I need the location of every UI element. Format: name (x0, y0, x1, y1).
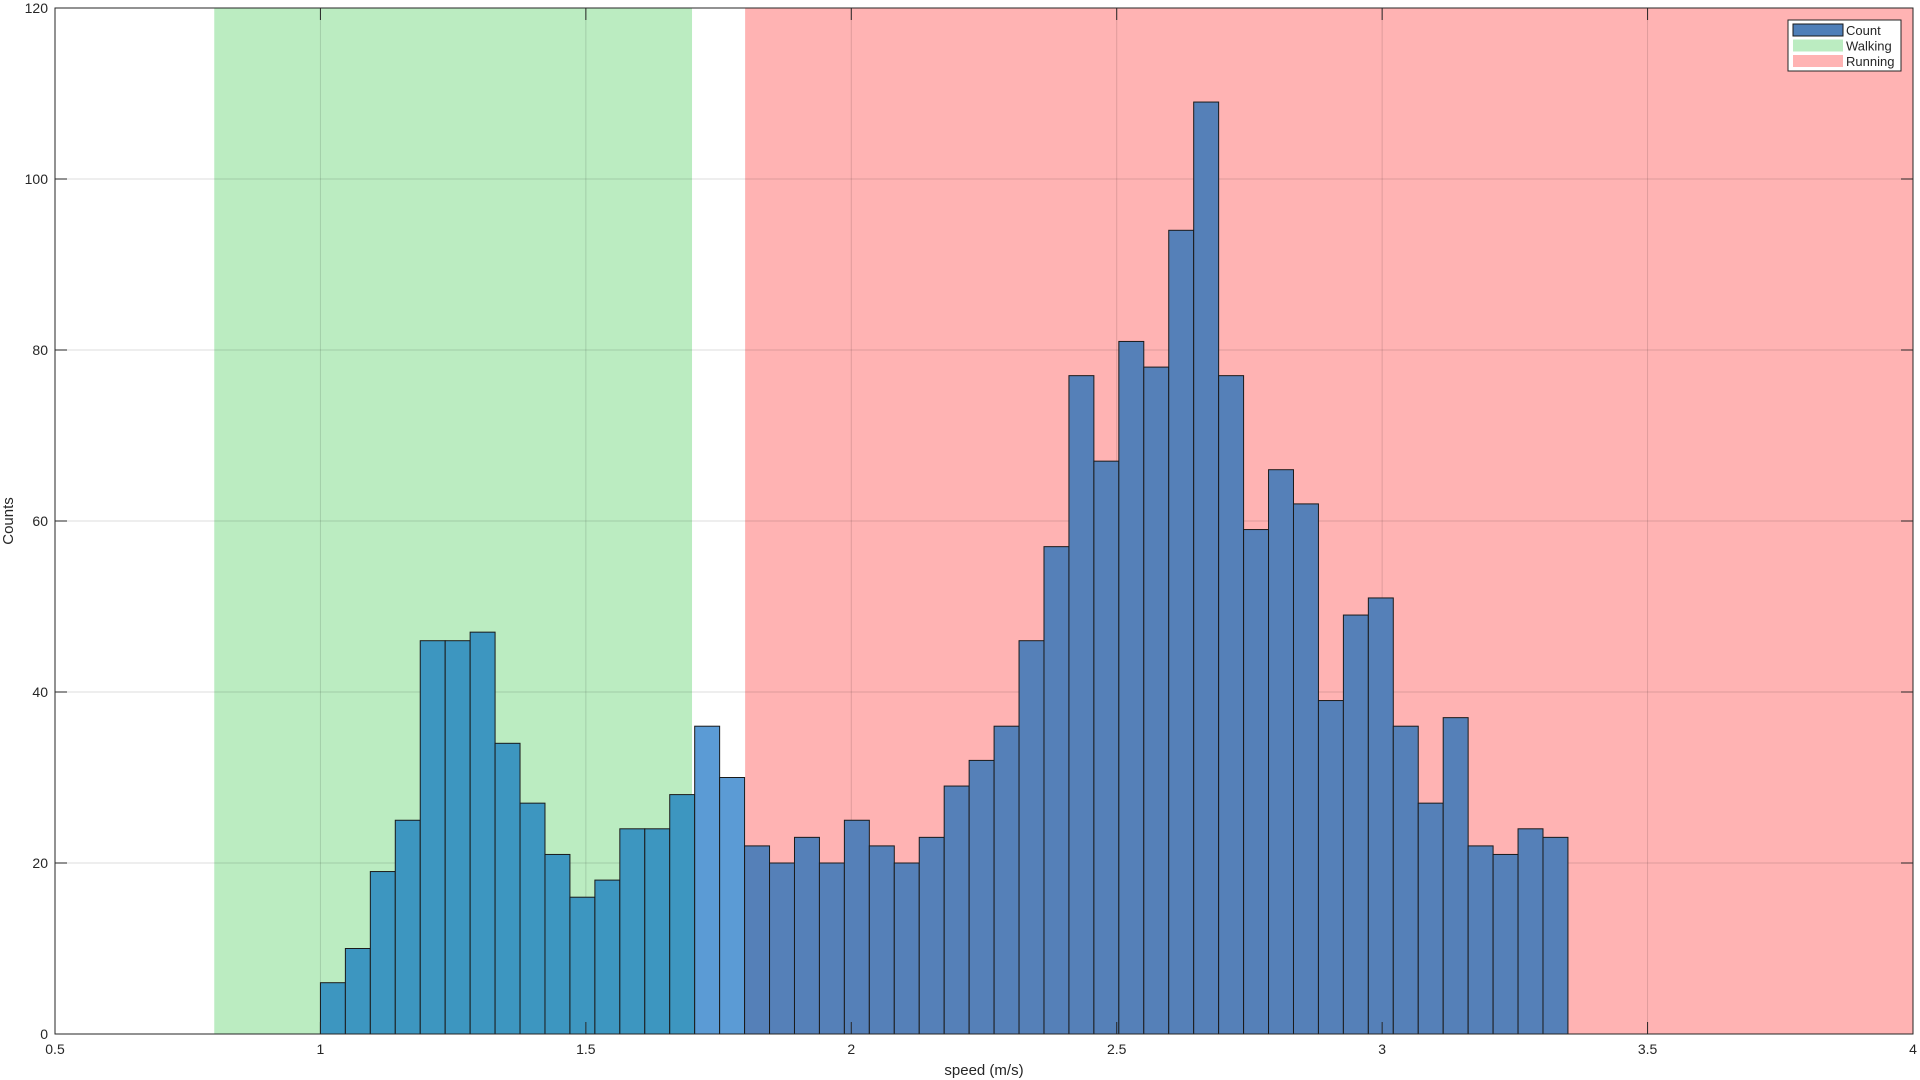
histogram-bar (369, 871, 396, 1035)
histogram-bar (1218, 375, 1245, 1035)
x-tick-label: 1 (317, 1041, 325, 1057)
histogram-bar (868, 845, 895, 1035)
x-tick-label: 3 (1378, 1041, 1386, 1057)
histogram-bar (993, 725, 1020, 1035)
histogram-bar (1018, 640, 1045, 1035)
x-tick-label: 4 (1909, 1041, 1917, 1057)
legend-swatch-walking (1793, 39, 1843, 52)
histogram-bar (818, 862, 845, 1035)
histogram-bar (1093, 460, 1120, 1035)
histogram-bar (744, 845, 771, 1035)
histogram-bar (544, 853, 571, 1035)
histogram-bar (1342, 614, 1369, 1035)
y-axis-label: Counts (0, 497, 17, 545)
histogram-bar (344, 948, 371, 1035)
bars-layer (319, 101, 1569, 1035)
y-tick-label: 0 (40, 1026, 48, 1042)
histogram-bar (1193, 101, 1220, 1035)
histogram-bar (1442, 717, 1469, 1035)
histogram-bar (644, 828, 671, 1035)
histogram-bar (1542, 836, 1569, 1035)
histogram-bar (968, 759, 995, 1035)
histogram-bar (694, 725, 721, 1035)
x-tick-label: 3.5 (1638, 1041, 1658, 1057)
histogram-bar (1292, 503, 1319, 1035)
histogram-bar (769, 862, 795, 1035)
legend-label-running: Running (1846, 54, 1894, 69)
x-tick-label: 2.5 (1107, 1041, 1127, 1057)
legend-swatch-running (1793, 55, 1843, 67)
x-tick-label: 2 (847, 1041, 855, 1057)
histogram-bar (669, 794, 696, 1035)
legend-swatch-count (1792, 23, 1844, 37)
histogram-bar (1492, 853, 1519, 1035)
x-tick-label: 1.5 (576, 1041, 596, 1057)
histogram-bar (494, 742, 521, 1035)
histogram-bar (1467, 845, 1494, 1035)
x-tick-label: 0.5 (45, 1041, 65, 1057)
histogram-bar (569, 896, 596, 1035)
histogram-bar (419, 640, 446, 1035)
histogram-bar (394, 819, 421, 1035)
histogram-bar (1392, 725, 1419, 1035)
y-tick-label: 120 (25, 0, 49, 16)
histogram-bar (1118, 340, 1145, 1035)
histogram-bar (1068, 375, 1095, 1035)
histogram-bar (1417, 802, 1444, 1035)
y-tick-label: 100 (25, 171, 49, 187)
histogram-bar (1367, 597, 1394, 1035)
histogram-bar (1317, 700, 1344, 1035)
histogram-bar (319, 982, 346, 1035)
histogram-bar (1517, 828, 1544, 1035)
y-tick-label: 80 (32, 342, 48, 358)
histogram-bar (719, 777, 746, 1035)
y-tick-label: 20 (32, 855, 48, 871)
histogram-bar (918, 836, 945, 1035)
y-tick-label: 40 (32, 684, 48, 700)
histogram-bar (1268, 469, 1294, 1035)
histogram-bar (519, 802, 546, 1035)
histogram-bar (469, 631, 496, 1035)
histogram-bar (943, 785, 970, 1035)
x-axis-label: speed (m/s) (944, 1062, 1023, 1079)
y-tick-label: 60 (32, 513, 48, 529)
histogram-bar (793, 836, 820, 1035)
histogram-bar (619, 828, 646, 1035)
legend-label-walking: Walking (1846, 39, 1892, 54)
histogram-bar (1243, 529, 1270, 1035)
histogram-bar (444, 640, 471, 1035)
histogram-bar (594, 879, 621, 1035)
histogram-bar (1168, 229, 1195, 1035)
histogram-bar (893, 862, 920, 1035)
histogram-bar (843, 819, 870, 1035)
histogram-bar (1143, 366, 1170, 1035)
legend-label-count: Count (1846, 23, 1881, 38)
histogram-bar (1043, 546, 1070, 1035)
